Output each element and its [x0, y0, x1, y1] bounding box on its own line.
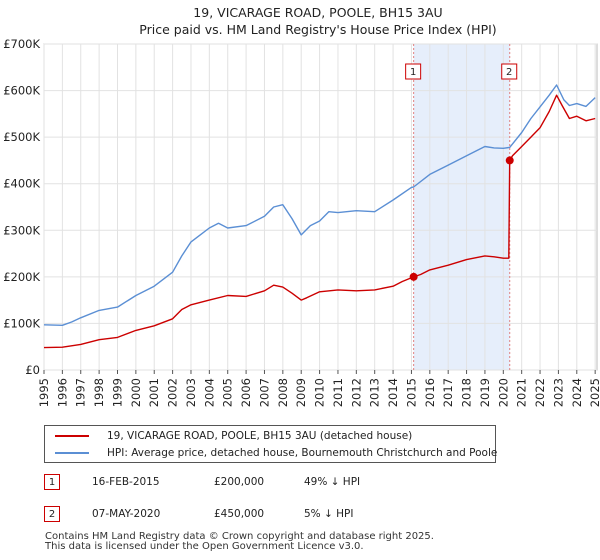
- sale-hpi-1: 49% ↓ HPI: [304, 476, 361, 488]
- x-tick-label: 2008: [276, 378, 290, 407]
- x-tick-label: 2007: [257, 378, 271, 407]
- sale-hpi-2: 5% ↓ HPI: [304, 508, 354, 520]
- y-tick-label: £300K: [3, 223, 40, 237]
- x-tick-label: 2014: [386, 378, 400, 407]
- sale-date-1: 16-FEB-2015: [92, 476, 160, 488]
- y-tick-label: £400K: [3, 177, 40, 191]
- y-tick-label: £0: [25, 363, 40, 377]
- legend: 19, VICARAGE ROAD, POOLE, BH15 3AU (deta…: [44, 425, 497, 463]
- x-tick-label: 2020: [496, 378, 510, 407]
- x-tick-label: 1995: [37, 378, 51, 407]
- x-tick-label: 2017: [441, 378, 455, 407]
- x-tick-label: 2012: [349, 378, 363, 407]
- plot-area: [43, 43, 598, 371]
- sale-point-1: [409, 272, 418, 281]
- sale-price-2: £450,000: [214, 508, 265, 520]
- x-tick-label: 2000: [129, 378, 143, 407]
- y-tick-label: £100K: [3, 316, 40, 330]
- x-tick-label: 2009: [294, 378, 308, 407]
- sale-box-1: [405, 63, 422, 80]
- sale-point-2: [505, 156, 514, 165]
- y-axis-ticks: £0 £100K £200K £300K £400K £500K £600K £700K: [3, 37, 40, 377]
- x-tick-label: 2023: [551, 378, 565, 407]
- chart-title: 19, VICARAGE ROAD, POOLE, BH15 3AU: [193, 5, 442, 20]
- hpi-line: [43, 84, 596, 326]
- between-sales-band: [413, 44, 510, 370]
- legend-item-property: 19, VICARAGE ROAD, POOLE, BH15 3AU (deta…: [55, 430, 412, 442]
- sale-box-label-2: 2: [506, 67, 512, 78]
- sale-price-1: £200,000: [214, 476, 265, 488]
- sale-badge-1: 1: [44, 474, 60, 490]
- x-tick-label: 2001: [147, 378, 161, 407]
- legend-item-hpi: HPI: Average price, detached house, Bour…: [55, 447, 497, 459]
- legend-line-property: [55, 435, 89, 437]
- chart-subtitle: Price paid vs. HM Land Registry's House …: [139, 22, 496, 37]
- sale-box-2: [501, 63, 518, 80]
- x-tick-label: 2018: [460, 378, 474, 407]
- footer-note: Contains HM Land Registry data © Crown c…: [45, 531, 434, 552]
- sale-points: [409, 156, 514, 281]
- sale-box-label-1: 1: [410, 67, 416, 78]
- grid: [43, 43, 597, 371]
- x-tick-label: 1998: [92, 378, 106, 407]
- x-tick-label: 2025: [588, 378, 600, 407]
- x-tick-label: 2019: [478, 378, 492, 407]
- sale-row-1: 1 16-FEB-2015 £200,000 49% ↓ HPI: [44, 474, 444, 492]
- x-tick-label: 1999: [110, 378, 124, 407]
- x-tick-label: 2003: [184, 378, 198, 407]
- y-tick-label: £500K: [3, 130, 40, 144]
- x-tick-label: 2011: [331, 378, 345, 407]
- x-tick-label: 2015: [404, 378, 418, 407]
- sale-row-2: 2 07-MAY-2020 £450,000 5% ↓ HPI: [44, 506, 444, 524]
- x-tick-label: 2013: [368, 378, 382, 407]
- x-tick-label: 2022: [533, 378, 547, 407]
- x-tick-label: 2010: [313, 378, 327, 407]
- x-axis-ticks: 1995 1996 1997 1998 1999 2000 2001 2002 2003 2004…: [37, 370, 600, 407]
- legend-label-hpi: HPI: Average price, detached house, Bour…: [107, 447, 498, 459]
- legend-line-hpi: [55, 452, 89, 454]
- y-tick-label: £200K: [3, 270, 40, 284]
- legend-label-property: 19, VICARAGE ROAD, POOLE, BH15 3AU (deta…: [107, 430, 413, 442]
- price-chart: 19, VICARAGE ROAD, POOLE, BH15 3AU Price…: [3, 5, 600, 407]
- sale-date-2: 07-MAY-2020: [92, 508, 161, 520]
- x-tick-label: 2024: [570, 378, 584, 407]
- x-tick-label: 2002: [166, 378, 180, 407]
- x-tick-label: 1997: [74, 378, 88, 407]
- y-tick-label: £600K: [3, 84, 40, 98]
- x-tick-label: 1996: [55, 378, 69, 407]
- property-price-line: [43, 94, 596, 349]
- x-tick-label: 2021: [515, 378, 529, 407]
- sale-badge-2: 2: [44, 506, 60, 522]
- y-tick-label: £700K: [3, 37, 40, 51]
- x-tick-label: 2016: [423, 378, 437, 407]
- x-tick-label: 2004: [202, 378, 216, 407]
- x-tick-label: 2005: [221, 378, 235, 407]
- x-tick-label: 2006: [239, 378, 253, 407]
- series-lines: [43, 84, 596, 349]
